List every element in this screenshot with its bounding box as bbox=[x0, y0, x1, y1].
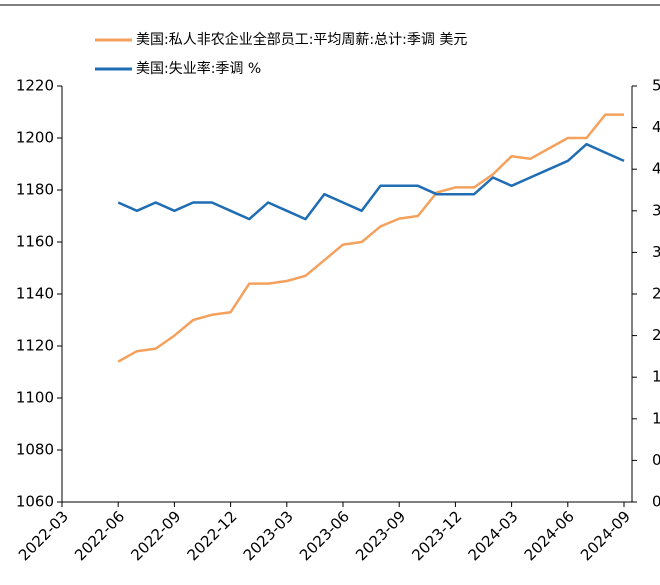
y2-tick-label: 4 bbox=[652, 160, 660, 178]
x-tick-label: 2023-09 bbox=[352, 507, 409, 564]
y-tick-label: 1060 bbox=[16, 493, 54, 511]
x-tick-label: 2024-09 bbox=[577, 507, 634, 564]
legend-label: 美国:失业率:季调 % bbox=[136, 60, 261, 77]
x-tick-label: 2022-09 bbox=[127, 507, 184, 564]
y-tick-label: 1220 bbox=[16, 77, 54, 95]
y2-tick-label: 4.5 bbox=[652, 118, 660, 136]
y-tick-label: 1100 bbox=[16, 389, 54, 407]
y2-tick-label: 0.5 bbox=[652, 451, 660, 469]
series-line bbox=[117, 142, 625, 221]
y-tick-label: 1160 bbox=[16, 233, 54, 251]
y-tick-label: 1140 bbox=[16, 285, 54, 303]
x-tick-label: 2023-03 bbox=[240, 507, 297, 564]
x-tick-label: 2022-06 bbox=[71, 507, 128, 564]
x-tick-label: 2022-12 bbox=[184, 507, 241, 564]
y2-tick-label: 3.5 bbox=[652, 201, 660, 219]
y-tick-label: 1120 bbox=[16, 337, 54, 355]
x-tick-label: 2022-03 bbox=[15, 507, 72, 564]
legend-label: 美国:私人非农企业全部员工:平均周薪:总计:季调 美元 bbox=[136, 31, 467, 48]
y2-tick-label: 2 bbox=[652, 326, 660, 344]
x-tick-label: 2023-06 bbox=[296, 507, 353, 564]
y-tick-label: 1180 bbox=[16, 181, 54, 199]
y-tick-label: 1080 bbox=[16, 441, 54, 459]
y2-tick-label: 1.5 bbox=[652, 368, 660, 386]
y2-tick-label: 2.5 bbox=[652, 285, 660, 303]
y-tick-label: 1200 bbox=[16, 129, 54, 147]
x-tick-label: 2024-03 bbox=[465, 507, 522, 564]
x-tick-label: 2023-12 bbox=[408, 507, 465, 564]
y2-tick-label: 1 bbox=[652, 409, 660, 427]
x-tick-label: 2024-06 bbox=[521, 507, 578, 564]
y2-tick-label: 3 bbox=[652, 243, 660, 261]
y2-tick-label: 5 bbox=[652, 77, 660, 95]
series-line bbox=[117, 113, 624, 363]
y2-tick-label: 0 bbox=[652, 493, 660, 511]
